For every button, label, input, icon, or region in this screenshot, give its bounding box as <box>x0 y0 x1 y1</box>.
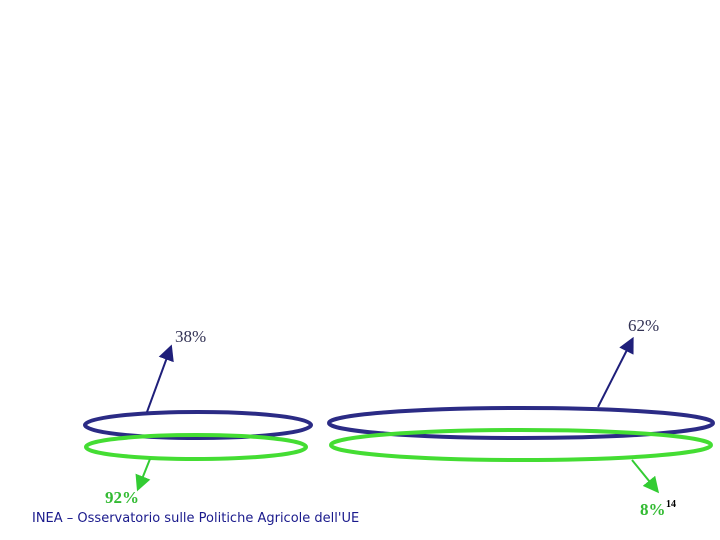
blue-ellipse <box>327 406 715 440</box>
blue-ellipse <box>83 410 313 440</box>
bottom-label: 92% <box>105 488 139 507</box>
top-label: 62% <box>628 316 659 335</box>
top-label: 38% <box>175 327 206 346</box>
green-ellipse <box>329 428 713 462</box>
arrow <box>597 336 634 408</box>
arrow <box>135 458 151 492</box>
arrow <box>146 344 174 413</box>
footer: INEA – Osservatorio sulle Politiche Agri… <box>32 511 359 526</box>
bottom-label: 8% <box>640 500 666 519</box>
page-number: 14 <box>666 499 676 510</box>
green-ellipse <box>84 433 308 461</box>
arrow <box>631 459 660 494</box>
